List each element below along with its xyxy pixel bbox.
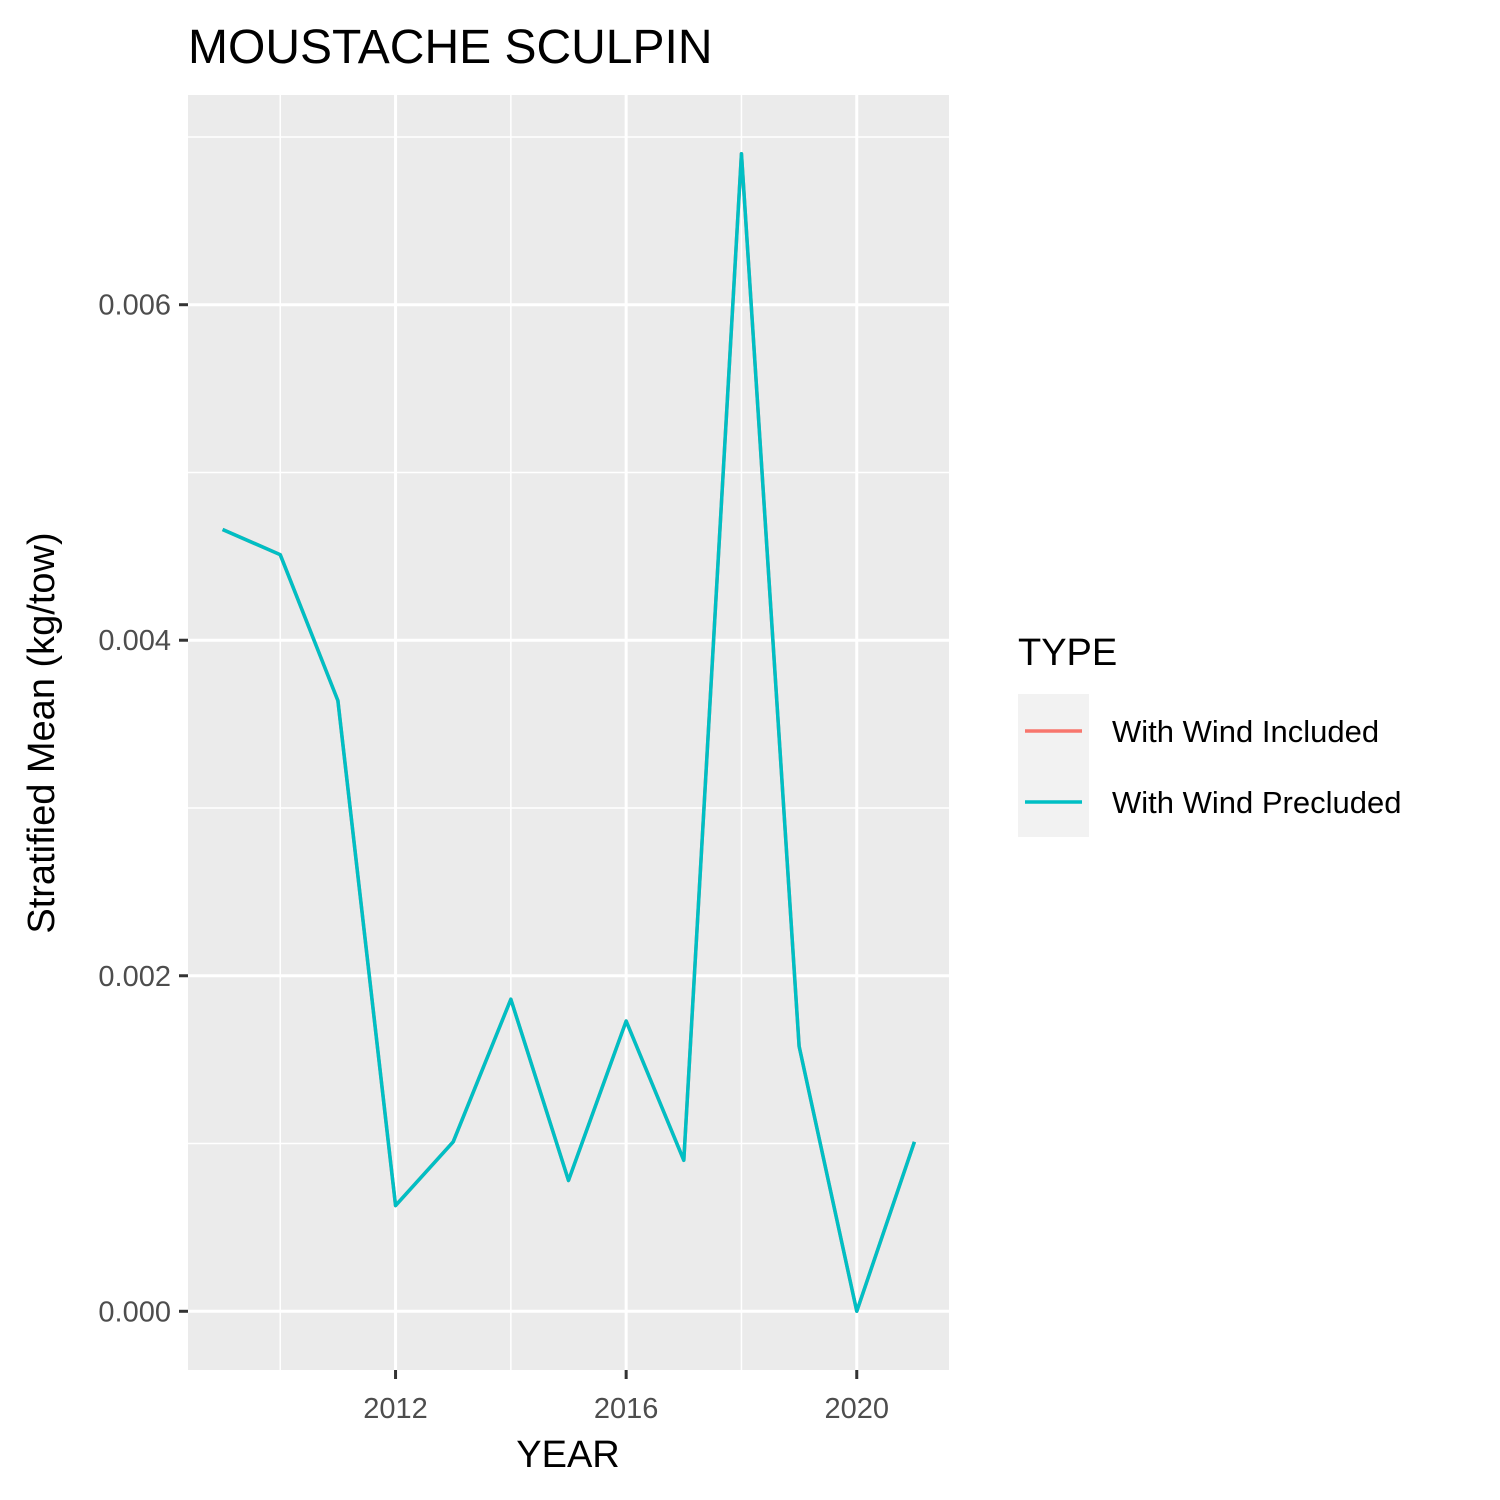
y-axis: 0.000 0.002 0.004 0.006 xyxy=(98,290,188,1328)
series-line-with-wind-precluded xyxy=(221,151,917,1314)
y-tick-label: 0.006 xyxy=(98,290,171,322)
legend: TYPE With Wind Included With Wind Preclu… xyxy=(1018,632,1401,837)
legend-keys-background xyxy=(1018,694,1089,837)
y-axis-title: Stratified Mean (kg/tow) xyxy=(21,532,63,933)
x-tick-label: 2012 xyxy=(363,1393,428,1425)
y-tick-label: 0.004 xyxy=(98,625,171,657)
x-tick-label: 2016 xyxy=(594,1393,659,1425)
legend-title: TYPE xyxy=(1018,632,1117,674)
x-axis-title: YEAR xyxy=(516,1434,619,1476)
chart-title: MOUSTACHE SCULPIN xyxy=(188,21,713,74)
grid-minor xyxy=(188,95,949,1370)
y-tick-label: 0.002 xyxy=(98,961,171,993)
x-tick-label: 2020 xyxy=(824,1393,889,1425)
y-tick-label: 0.000 xyxy=(98,1296,171,1328)
series-lines xyxy=(221,151,917,1314)
legend-label-with-wind-precluded: With Wind Precluded xyxy=(1112,785,1401,820)
legend-label-with-wind-included: With Wind Included xyxy=(1112,714,1379,749)
grid-major xyxy=(188,95,949,1370)
x-axis: 2012 2016 2020 xyxy=(363,1370,889,1425)
